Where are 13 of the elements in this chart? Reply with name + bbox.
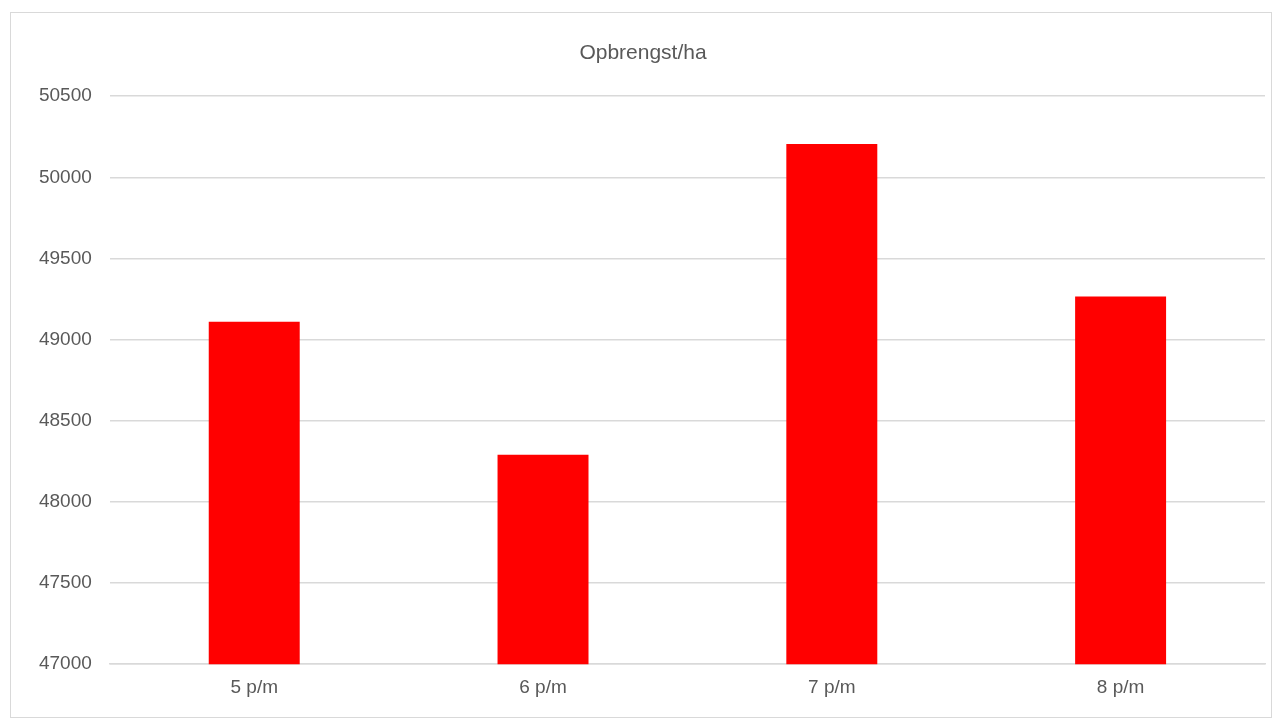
x-tick-label: 6 p/m <box>519 675 567 697</box>
x-tick-label: 5 p/m <box>230 675 278 697</box>
y-tick-label: 47500 <box>38 571 92 593</box>
y-tick-label: 50500 <box>38 84 92 106</box>
chart-title: Opbrengst/ha <box>579 40 707 64</box>
y-tick-label: 49500 <box>38 246 92 268</box>
y-tick-label: 48500 <box>38 409 92 431</box>
x-tick-label: 7 p/m <box>808 675 856 697</box>
x-tick-label: 8 p/m <box>1096 675 1145 697</box>
y-tick-label: 48000 <box>38 490 92 512</box>
y-tick-label: 47000 <box>38 652 92 674</box>
y-tick-label: 49000 <box>38 327 92 349</box>
y-tick-label: 50000 <box>38 165 92 187</box>
